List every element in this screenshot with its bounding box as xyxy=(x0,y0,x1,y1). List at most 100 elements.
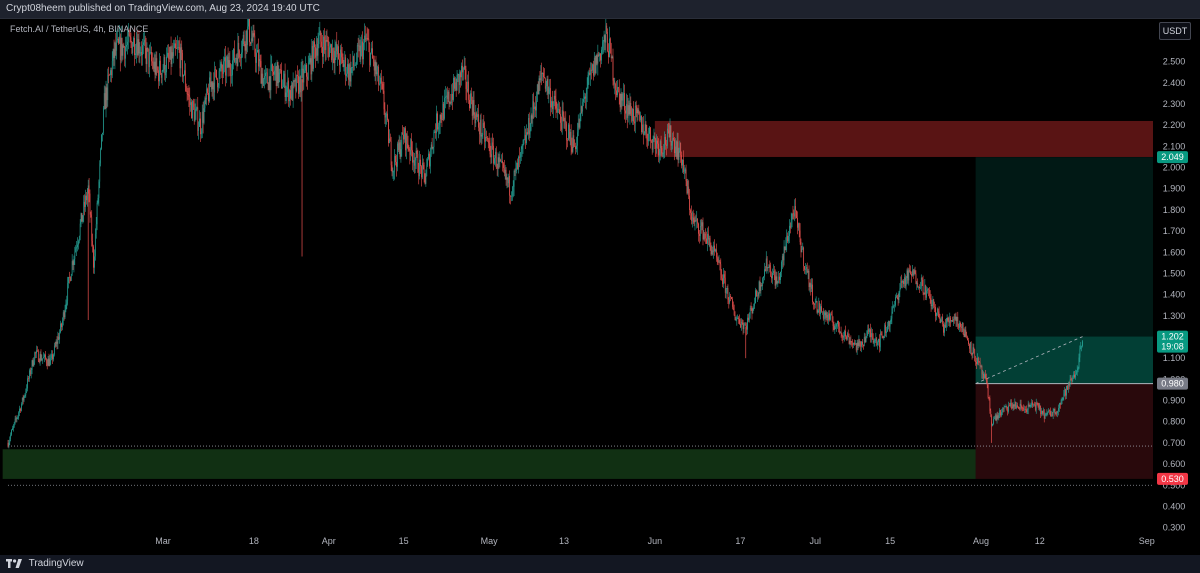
candle-body xyxy=(38,361,40,363)
candle-body xyxy=(863,344,864,347)
candle-body xyxy=(421,166,422,178)
candle-body xyxy=(953,318,954,322)
candle-body xyxy=(881,334,883,337)
candle xyxy=(44,353,45,363)
candle xyxy=(715,248,716,253)
candle-body xyxy=(155,58,157,75)
candle-body xyxy=(29,370,30,379)
candle-body xyxy=(410,139,412,155)
candle xyxy=(446,86,448,105)
candle xyxy=(354,53,355,71)
candle-body xyxy=(715,249,716,252)
candle-body xyxy=(944,324,946,328)
candle xyxy=(1038,402,1040,411)
candle-body xyxy=(454,77,455,89)
candle xyxy=(1024,405,1025,413)
candle xyxy=(126,36,127,52)
candle-body xyxy=(509,175,510,196)
candle xyxy=(755,287,756,304)
candle xyxy=(569,128,571,146)
candle-body xyxy=(875,338,877,341)
candle xyxy=(866,330,868,339)
candle-body xyxy=(446,95,448,99)
candle-body xyxy=(1033,404,1034,406)
candle xyxy=(641,115,642,135)
candle-body xyxy=(976,361,977,364)
candle-body xyxy=(941,316,943,321)
candle-body xyxy=(993,418,995,420)
candle-body xyxy=(147,47,149,49)
candle-body xyxy=(961,322,963,328)
candle-body xyxy=(491,142,493,158)
candle xyxy=(601,36,603,55)
candle-body xyxy=(422,162,424,165)
candle-body xyxy=(223,61,224,74)
candle xyxy=(591,62,592,80)
x-axis[interactable]: Mar18Apr15May13Jun17Jul15Aug12Sep16 xyxy=(155,536,1200,546)
candle xyxy=(510,195,511,205)
candle-body xyxy=(112,49,114,61)
candle-body xyxy=(970,342,972,354)
candle xyxy=(14,415,16,425)
candle-body xyxy=(291,84,293,101)
plot-area[interactable] xyxy=(2,19,1184,486)
candle xyxy=(412,141,413,171)
candle-body xyxy=(670,125,672,146)
candle-body xyxy=(924,285,926,295)
candle xyxy=(55,339,57,348)
candle-body xyxy=(910,270,911,275)
candle-body xyxy=(401,132,403,150)
candle-body xyxy=(109,74,110,76)
candle-body xyxy=(297,74,298,77)
candle-body xyxy=(698,223,699,234)
candle xyxy=(716,252,718,265)
candle-body xyxy=(310,58,312,75)
candle-body xyxy=(236,58,238,66)
candle xyxy=(1002,407,1003,416)
tradingview-logo-icon xyxy=(6,558,22,568)
candle-body xyxy=(692,217,694,219)
candle xyxy=(93,244,94,274)
candle xyxy=(39,351,41,366)
currency-button[interactable]: USDT xyxy=(1159,22,1191,40)
candle xyxy=(19,405,20,417)
candle xyxy=(653,128,655,143)
candle xyxy=(57,331,59,349)
candle-body xyxy=(1007,409,1009,412)
candle-body xyxy=(638,109,640,114)
candle xyxy=(838,322,840,335)
candle xyxy=(397,139,399,153)
candle-body xyxy=(243,34,245,45)
candle xyxy=(452,83,453,110)
candle-body xyxy=(997,415,999,419)
candle xyxy=(176,40,177,50)
candle-body xyxy=(351,67,353,69)
candle xyxy=(670,125,672,151)
candle xyxy=(1026,405,1027,414)
candlestick-chart[interactable]: 0.3000.4000.5000.6000.7000.8000.9001.000… xyxy=(0,19,1200,556)
candle xyxy=(365,33,367,51)
candle-body xyxy=(780,271,781,281)
position-target-zone xyxy=(975,157,1153,384)
chart-frame[interactable]: 0.3000.4000.5000.6000.7000.8000.9001.000… xyxy=(0,18,1200,556)
candle-body xyxy=(658,143,659,156)
candle xyxy=(1037,402,1039,408)
candle-body xyxy=(426,165,428,177)
candle-body xyxy=(453,77,454,100)
candle-body xyxy=(17,415,19,419)
candle xyxy=(634,116,635,132)
candle xyxy=(180,43,182,78)
candle xyxy=(1053,408,1055,413)
candle-body xyxy=(335,43,337,52)
y-axis[interactable]: 0.3000.4000.5000.6000.7000.8000.9001.000… xyxy=(1157,57,1188,533)
candle-body xyxy=(986,380,988,386)
candle-body xyxy=(383,90,385,110)
candle xyxy=(153,52,155,73)
candle-body xyxy=(406,133,408,144)
candle-body xyxy=(367,38,369,40)
candle xyxy=(863,344,864,350)
candle xyxy=(74,246,76,266)
candle xyxy=(847,329,849,338)
candle-body xyxy=(1073,374,1074,378)
candle-body xyxy=(616,90,617,96)
